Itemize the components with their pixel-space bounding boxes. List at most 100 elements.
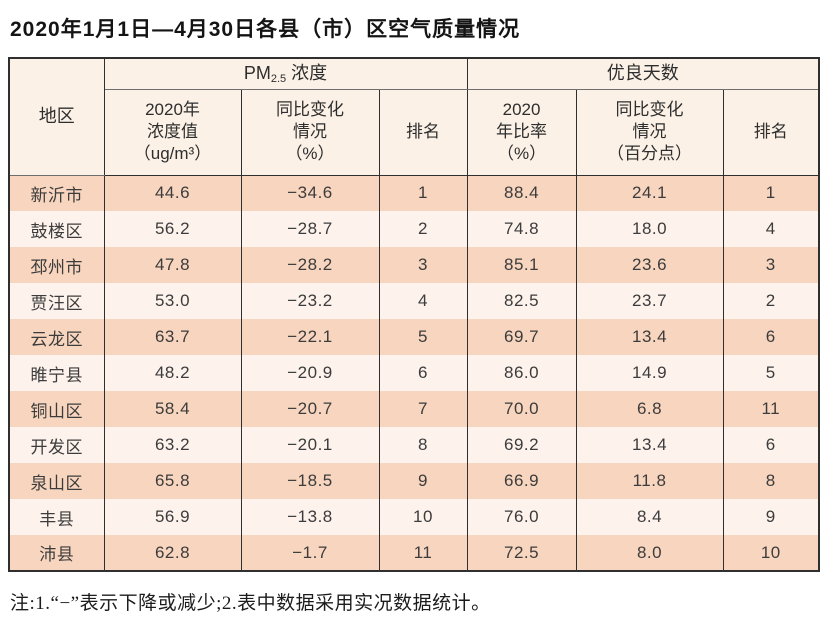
pm-value-cell: 53.0 [103, 283, 242, 319]
good-change-cell: 13.4 [575, 319, 724, 355]
pm-change-cell: −20.9 [240, 355, 380, 391]
good-ratio-cell: 72.5 [466, 535, 577, 571]
header-good-days-group: 优良天数 [466, 58, 820, 90]
pm-change-cell: −13.8 [240, 499, 380, 535]
pm-value-cell: 63.2 [103, 427, 242, 463]
header-pm-value: 2020年 浓度值 （ug/m³） [103, 89, 242, 176]
good-rank-cell: 5 [722, 355, 820, 391]
pm-change-cell: −28.7 [240, 211, 380, 247]
pm-rank-cell: 2 [378, 211, 468, 247]
good-change-cell: 6.8 [575, 391, 724, 427]
good-ratio-cell: 88.4 [466, 175, 577, 211]
table-header: 地区 PM2.5 浓度 优良天数 2020年 浓度值 （ug/m³） 同比变化 … [8, 58, 820, 176]
pm-change-cell: −34.6 [240, 175, 380, 211]
region-cell: 铜山区 [8, 391, 105, 427]
sub-header-row: 2020年 浓度值 （ug/m³） 同比变化 情况 （%） 排名 2020 年比… [9, 89, 820, 176]
table-row: 沛县 62.8 −1.7 11 72.5 8.0 10 [8, 535, 820, 571]
pm-rank-cell: 3 [378, 247, 468, 283]
good-ratio-cell: 66.9 [466, 463, 577, 499]
region-cell: 丰县 [8, 499, 105, 535]
region-cell: 云龙区 [8, 319, 105, 355]
pm-rank-cell: 6 [378, 355, 468, 391]
region-cell: 沛县 [8, 535, 105, 571]
header-pm-rank: 排名 [378, 89, 468, 176]
header-good-ratio: 2020 年比率 （%） [466, 89, 577, 176]
table-row: 贾汪区 53.0 −23.2 4 82.5 23.7 2 [8, 283, 820, 319]
region-cell: 鼓楼区 [8, 211, 105, 247]
region-cell: 贾汪区 [8, 283, 105, 319]
table-row: 丰县 56.9 −13.8 10 76.0 8.4 9 [8, 499, 820, 535]
pm-value-cell: 62.8 [103, 535, 242, 571]
pm-value-cell: 65.8 [103, 463, 242, 499]
header-pm25-group: PM2.5 浓度 [103, 58, 468, 90]
good-change-cell: 14.9 [575, 355, 724, 391]
pm-value-cell: 47.8 [103, 247, 242, 283]
pm-rank-cell: 9 [378, 463, 468, 499]
air-quality-table: 地区 PM2.5 浓度 优良天数 2020年 浓度值 （ug/m³） 同比变化 … [8, 57, 821, 572]
pm-rank-cell: 7 [378, 391, 468, 427]
good-rank-cell: 11 [722, 391, 820, 427]
good-change-cell: 8.4 [575, 499, 724, 535]
good-rank-cell: 6 [722, 319, 820, 355]
good-ratio-cell: 76.0 [466, 499, 577, 535]
group-header-row: 地区 PM2.5 浓度 优良天数 [8, 58, 820, 176]
pm-change-cell: −28.2 [240, 247, 380, 283]
table-row: 云龙区 63.7 −22.1 5 69.7 13.4 6 [8, 319, 820, 355]
pm-change-cell: −18.5 [240, 463, 380, 499]
pm-value-cell: 63.7 [103, 319, 242, 355]
table-row: 鼓楼区 56.2 −28.7 2 74.8 18.0 4 [8, 211, 820, 247]
pm-change-cell: −20.1 [240, 427, 380, 463]
pm-change-cell: −1.7 [240, 535, 380, 571]
region-cell: 睢宁县 [8, 355, 105, 391]
good-rank-cell: 8 [722, 463, 820, 499]
header-region: 地区 [8, 58, 105, 176]
pm-rank-cell: 10 [378, 499, 468, 535]
good-change-cell: 11.8 [575, 463, 724, 499]
table-row: 睢宁县 48.2 −20.9 6 86.0 14.9 5 [8, 355, 820, 391]
pm25-label-suffix: 浓度 [286, 62, 328, 83]
pm-change-cell: −20.7 [240, 391, 380, 427]
good-ratio-cell: 70.0 [466, 391, 577, 427]
table-row: 邳州市 47.8 −28.2 3 85.1 23.6 3 [8, 247, 820, 283]
header-good-rank: 排名 [722, 89, 820, 176]
good-ratio-cell: 85.1 [466, 247, 577, 283]
good-change-cell: 23.6 [575, 247, 724, 283]
header-good-change: 同比变化 情况 （百分点） [575, 89, 724, 176]
good-ratio-cell: 86.0 [466, 355, 577, 391]
region-cell: 新沂市 [8, 175, 105, 211]
region-cell: 开发区 [8, 427, 105, 463]
good-rank-cell: 4 [722, 211, 820, 247]
good-change-cell: 18.0 [575, 211, 724, 247]
pm25-label-subscript: 2.5 [270, 72, 287, 85]
good-change-cell: 8.0 [575, 535, 724, 571]
good-ratio-cell: 82.5 [466, 283, 577, 319]
good-rank-cell: 2 [722, 283, 820, 319]
pm-rank-cell: 5 [378, 319, 468, 355]
good-change-cell: 23.7 [575, 283, 724, 319]
table-row: 新沂市 44.6 −34.6 1 88.4 24.1 1 [8, 175, 820, 211]
good-change-cell: 13.4 [575, 427, 724, 463]
good-ratio-cell: 69.2 [466, 427, 577, 463]
pm-change-cell: −22.1 [240, 319, 380, 355]
good-change-cell: 24.1 [575, 175, 724, 211]
table-row: 开发区 63.2 −20.1 8 69.2 13.4 6 [8, 427, 820, 463]
good-rank-cell: 9 [722, 499, 820, 535]
pm-value-cell: 44.6 [103, 175, 242, 211]
pm-rank-cell: 8 [378, 427, 468, 463]
table-row: 铜山区 58.4 −20.7 7 70.0 6.8 11 [8, 391, 820, 427]
pm-value-cell: 56.2 [103, 211, 242, 247]
pm-change-cell: −23.2 [240, 283, 380, 319]
pm-value-cell: 56.9 [103, 499, 242, 535]
pm-rank-cell: 1 [378, 175, 468, 211]
region-cell: 泉山区 [8, 463, 105, 499]
good-rank-cell: 1 [722, 175, 820, 211]
footnote: 注:1.“−”表示下降或减少;2.表中数据采用实况数据统计。 [10, 593, 491, 614]
pm-rank-cell: 11 [378, 535, 468, 571]
region-cell: 邳州市 [8, 247, 105, 283]
page-title: 2020年1月1日—4月30日各县（市）区空气质量情况 [10, 18, 521, 41]
good-rank-cell: 3 [722, 247, 820, 283]
table-body: 新沂市 44.6 −34.6 1 88.4 24.1 1 鼓楼区 56.2 −28.7 2 74.8 1… [8, 175, 820, 571]
good-ratio-cell: 69.7 [466, 319, 577, 355]
pm-value-cell: 48.2 [103, 355, 242, 391]
